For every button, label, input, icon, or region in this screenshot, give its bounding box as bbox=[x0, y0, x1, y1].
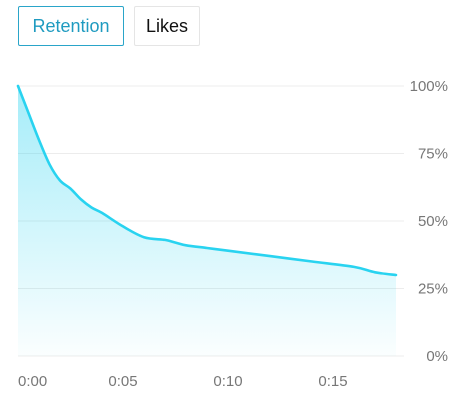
y-axis-ticks: 100% 75% 50% 25% 0% bbox=[410, 78, 448, 365]
y-tick-label: 0% bbox=[426, 348, 448, 365]
tab-likes[interactable]: Likes bbox=[134, 6, 200, 46]
y-tick-label: 100% bbox=[410, 78, 448, 95]
y-tick-label: 50% bbox=[418, 213, 448, 230]
area-fill-layer bbox=[18, 86, 396, 356]
x-tick-label: 0:05 bbox=[108, 373, 137, 390]
y-tick-label: 25% bbox=[418, 281, 448, 298]
x-tick-label: 0:15 bbox=[318, 373, 347, 390]
x-axis-ticks: 0:00 0:05 0:10 0:15 bbox=[18, 373, 348, 390]
tab-retention[interactable]: Retention bbox=[18, 6, 124, 46]
metric-tabs: Retention Likes bbox=[18, 6, 200, 46]
line-layer bbox=[16, 84, 398, 277]
retention-area bbox=[18, 86, 396, 356]
y-tick-label: 75% bbox=[418, 146, 448, 163]
x-tick-label: 0:10 bbox=[213, 373, 242, 390]
retention-line bbox=[16, 84, 398, 277]
x-tick-label: 0:00 bbox=[18, 373, 47, 390]
